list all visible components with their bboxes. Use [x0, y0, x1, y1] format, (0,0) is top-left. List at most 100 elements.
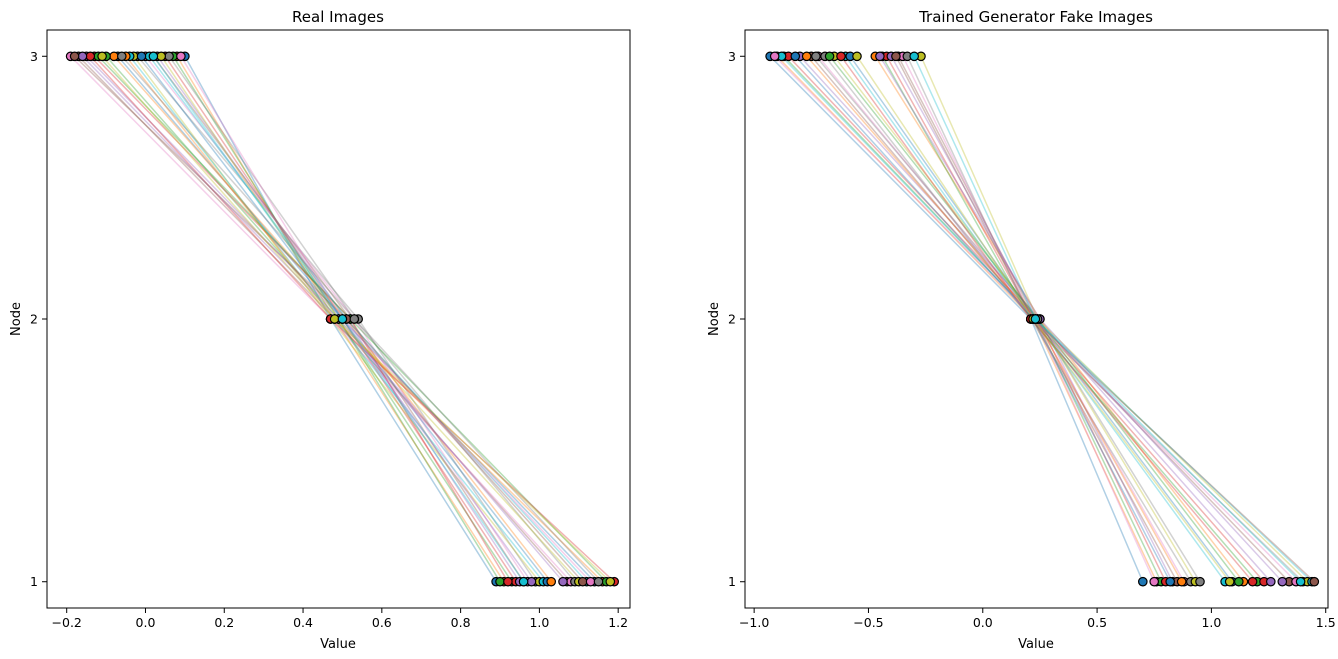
- x-tick-label: 1.0: [1201, 615, 1221, 630]
- y-tick-label: 1: [728, 574, 736, 589]
- chart-title: Trained Generator Fake Images: [918, 8, 1153, 26]
- series-line: [824, 55, 1192, 583]
- x-tick-label: 0.4: [293, 615, 313, 630]
- data-point: [117, 51, 127, 62]
- series-line: [776, 55, 1158, 583]
- x-tick-label: 1.0: [529, 615, 549, 630]
- x-tick-label: 0.8: [451, 615, 471, 630]
- series-line: [895, 55, 1315, 583]
- y-tick-label: 3: [30, 49, 38, 64]
- series-line: [85, 55, 533, 583]
- y-axis-ticks: 1 2 3: [728, 49, 745, 589]
- series-line: [833, 55, 1197, 583]
- data-point: [329, 314, 340, 324]
- data-point: [790, 51, 801, 62]
- x-tick-label: −0.2: [52, 615, 82, 630]
- data-point: [824, 51, 835, 62]
- data-point: [1138, 576, 1148, 587]
- series-line: [886, 55, 1265, 583]
- data-point: [518, 576, 529, 587]
- data-point: [852, 51, 862, 62]
- x-tick-label: −0.5: [853, 615, 883, 630]
- data-point: [585, 576, 596, 587]
- data-point: [801, 51, 812, 62]
- series-line: [906, 55, 1304, 583]
- x-axis-ticks: −0.2 0.0 0.2 0.4 0.6 0.8 1.0 1.2: [52, 608, 628, 630]
- data-point: [1247, 576, 1258, 587]
- series-line: [913, 55, 1302, 583]
- x-tick-label: 1.5: [1316, 615, 1336, 630]
- y-tick-label: 2: [728, 312, 736, 327]
- series-line: [920, 55, 1308, 583]
- x-tick-label: 0.6: [372, 615, 392, 630]
- y-axis-label: Node: [707, 302, 722, 336]
- data-point: [85, 51, 96, 62]
- data-point: [909, 51, 919, 62]
- data-point: [769, 51, 780, 62]
- data-point: [546, 576, 556, 587]
- data-point: [1234, 576, 1244, 587]
- x-tick-label: 1.2: [608, 615, 628, 630]
- series-points: [765, 51, 1320, 587]
- series-line: [799, 55, 1174, 583]
- data-point: [1176, 576, 1187, 587]
- data-point: [558, 576, 568, 587]
- x-axis-ticks: −1.0 −0.5 0.0 0.5 1.0 1.5: [739, 608, 1336, 630]
- data-point: [176, 51, 186, 62]
- data-point: [503, 576, 513, 587]
- y-axis-ticks: 1 2 3: [30, 49, 47, 589]
- data-point: [593, 576, 604, 587]
- data-point: [109, 51, 119, 62]
- x-tick-label: −1.0: [739, 615, 769, 630]
- data-point: [875, 51, 885, 62]
- series-line: [781, 55, 1313, 583]
- series-line: [125, 55, 603, 583]
- series-line: [774, 55, 1155, 583]
- y-tick-label: 1: [30, 574, 38, 589]
- data-point: [1309, 576, 1320, 587]
- data-point: [349, 314, 360, 324]
- data-point: [891, 51, 901, 62]
- y-tick-label: 2: [30, 312, 38, 327]
- data-point: [1224, 576, 1235, 587]
- chart-title: Real Images: [292, 8, 384, 26]
- data-point: [1149, 576, 1159, 587]
- series-line: [794, 55, 1171, 583]
- data-point: [156, 51, 166, 62]
- x-tick-label: 0.5: [1087, 615, 1107, 630]
- left-subplot: Real Images −0.2 0.0 0.2 0.4 0.6 0.8 1.0 1.2 1 2…: [9, 8, 631, 652]
- data-point: [69, 51, 80, 62]
- data-point: [1195, 576, 1205, 587]
- data-point: [148, 51, 159, 62]
- series-points: [65, 51, 619, 587]
- data-point: [97, 51, 107, 62]
- data-point: [605, 576, 616, 587]
- data-point: [836, 51, 846, 62]
- data-point: [136, 51, 147, 62]
- data-point: [77, 51, 88, 62]
- x-axis-label: Value: [1018, 637, 1054, 652]
- x-tick-label: 0.0: [136, 615, 156, 630]
- data-point: [337, 314, 348, 324]
- data-point: [1030, 314, 1041, 324]
- x-axis-label: Value: [320, 637, 356, 652]
- data-point: [1277, 576, 1288, 587]
- data-point: [1165, 576, 1175, 587]
- data-point: [495, 576, 505, 587]
- data-point: [526, 576, 537, 587]
- series-line: [105, 55, 501, 583]
- y-axis-label: Node: [9, 302, 24, 336]
- series-line: [902, 55, 1297, 583]
- data-point: [577, 576, 588, 587]
- x-tick-label: 0.2: [214, 615, 234, 630]
- right-subplot: Trained Generator Fake Images −1.0 −0.5 0.…: [707, 8, 1336, 652]
- data-point: [1266, 576, 1276, 587]
- x-tick-label: 0.0: [973, 615, 993, 630]
- data-point: [811, 51, 821, 62]
- series-line: [783, 55, 1162, 583]
- data-point: [164, 51, 174, 62]
- data-point: [1295, 576, 1306, 587]
- y-tick-label: 3: [728, 49, 736, 64]
- series-line: [77, 55, 568, 583]
